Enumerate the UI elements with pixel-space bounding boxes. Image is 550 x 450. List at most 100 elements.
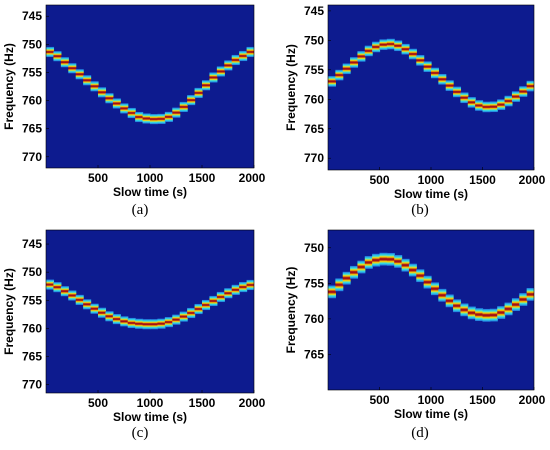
track-segment-b-22: [489, 101, 498, 113]
track-segment-d-22: [489, 308, 498, 322]
track-segment-c-19: [187, 307, 196, 319]
track-segment-c-20: [194, 303, 203, 315]
track-segment-b-3: [350, 57, 359, 68]
track-segment-d-5: [364, 256, 373, 269]
track-segment-c-23: [216, 291, 225, 303]
x-tick-label-c-0: 500: [88, 396, 108, 410]
track-segment-a-26: [239, 50, 248, 62]
track-segment-c-14: [150, 319, 159, 330]
y-axis-label-c: Frequency (Hz): [2, 268, 16, 355]
track-segment-a-3: [68, 63, 77, 74]
track-segment-a-27: [246, 46, 254, 58]
y-tick-label-d-0: 750: [304, 241, 324, 255]
x-tick-label-a-0: 500: [88, 171, 108, 185]
y-tick-label-c-5: 770: [22, 378, 42, 392]
y-tick-label-b-3: 760: [304, 92, 324, 106]
track-segment-d-17: [453, 299, 462, 313]
caption-c: (c): [131, 425, 149, 441]
x-tick-label-b-1: 1000: [418, 173, 445, 187]
y-axis-label-a: Frequency (Hz): [2, 43, 16, 130]
track-segment-b-21: [482, 101, 491, 113]
track-segment-c-17: [172, 314, 181, 325]
track-segment-d-13: [423, 275, 432, 289]
track-segment-c-4: [75, 294, 84, 305]
track-segment-d-19: [467, 306, 476, 320]
x-tick-label-d-3: 2000: [519, 393, 546, 407]
track-segment-a-16: [164, 111, 173, 122]
y-tick-label-b-2: 755: [304, 63, 324, 77]
track-segment-a-8: [105, 93, 114, 104]
track-segment-d-7: [379, 252, 388, 266]
track-segment-a-4: [75, 69, 84, 80]
caption-b: (b): [411, 202, 429, 218]
track-segment-b-26: [519, 86, 528, 97]
y-tick-label-a-0: 745: [22, 9, 42, 23]
track-segment-c-21: [202, 299, 211, 311]
track-segment-b-0: [328, 76, 336, 87]
track-segment-a-18: [179, 101, 188, 112]
track-segment-c-5: [83, 299, 92, 310]
track-segment-a-22: [209, 72, 218, 83]
track-segment-d-10: [401, 258, 410, 272]
plot-area-a: [46, 5, 254, 168]
y-tick-label-a-4: 765: [22, 122, 42, 136]
track-segment-b-5: [364, 45, 373, 57]
track-segment-c-9: [112, 314, 121, 325]
track-segment-b-19: [467, 97, 476, 108]
x-tick-label-d-1: 1000: [418, 393, 445, 407]
track-segment-c-25: [231, 284, 240, 295]
track-segment-c-27: [246, 279, 254, 291]
track-segment-c-22: [209, 295, 218, 307]
y-tick-label-d-2: 760: [304, 312, 324, 326]
y-tick-label-d-1: 755: [304, 276, 324, 290]
track-segment-a-0: [46, 46, 55, 58]
track-segment-b-15: [438, 73, 447, 85]
spectrogram-b-svg: 500 1000 1500 2000 745 750 755 760 765 770 Slow ti…: [284, 4, 546, 201]
track-segment-b-10: [401, 43, 410, 55]
y-tick-label-c-4: 765: [22, 349, 42, 363]
track-segment-b-2: [342, 63, 351, 75]
y-tick-label-b-0: 745: [304, 4, 324, 18]
track-segment-a-13: [142, 113, 151, 124]
track-segment-a-24: [224, 60, 233, 71]
track-segment-b-7: [379, 39, 388, 50]
track-segment-a-2: [60, 57, 69, 68]
track-segment-a-25: [231, 54, 240, 66]
y-tick-label-c-0: 745: [22, 237, 42, 251]
track-segment-c-3: [68, 290, 77, 301]
x-tick-label-c-3: 2000: [239, 396, 266, 410]
x-tick-label-d-0: 500: [369, 393, 389, 407]
track-segment-d-0: [328, 285, 336, 299]
track-segment-d-2: [342, 271, 351, 285]
track-segment-b-6: [372, 41, 381, 53]
track-group-d: [328, 252, 534, 322]
track-segment-a-9: [112, 98, 121, 109]
track-segment-a-7: [98, 87, 107, 98]
track-segment-b-9: [394, 40, 403, 52]
caption-a: (a): [131, 202, 149, 218]
track-segment-a-14: [150, 114, 159, 125]
spectrogram-panel-c: 500 1000 1500 2000 745 750 755 760 765 770 Slow ti…: [0, 225, 275, 450]
track-segment-b-1: [335, 69, 344, 81]
plot-area-b: [328, 5, 534, 170]
y-tick-label-c-3: 760: [22, 321, 42, 335]
track-segment-d-23: [497, 306, 506, 319]
track-segment-c-7: [98, 307, 107, 318]
x-tick-label-c-2: 1500: [189, 396, 216, 410]
track-segment-a-17: [172, 107, 181, 118]
y-tick-label-d-3: 765: [304, 347, 324, 361]
track-segment-d-6: [372, 253, 381, 267]
track-segment-a-12: [135, 111, 144, 123]
track-segment-d-26: [519, 293, 528, 306]
y-tick-label-c-1: 750: [22, 265, 42, 279]
track-segment-a-21: [202, 80, 211, 91]
spectrogram-a-svg: 500 1000 1500 2000 745 750 755 760 765 770 Slow ti…: [2, 4, 266, 199]
plot-area-c: [46, 230, 254, 393]
track-segment-c-0: [46, 279, 55, 290]
track-segment-c-2: [60, 286, 69, 297]
track-segment-d-9: [394, 254, 403, 268]
track-segment-a-19: [187, 95, 196, 106]
track-segment-c-8: [105, 311, 114, 322]
track-segment-c-6: [90, 303, 99, 314]
x-axis-label-b: Slow time (s): [394, 187, 468, 201]
